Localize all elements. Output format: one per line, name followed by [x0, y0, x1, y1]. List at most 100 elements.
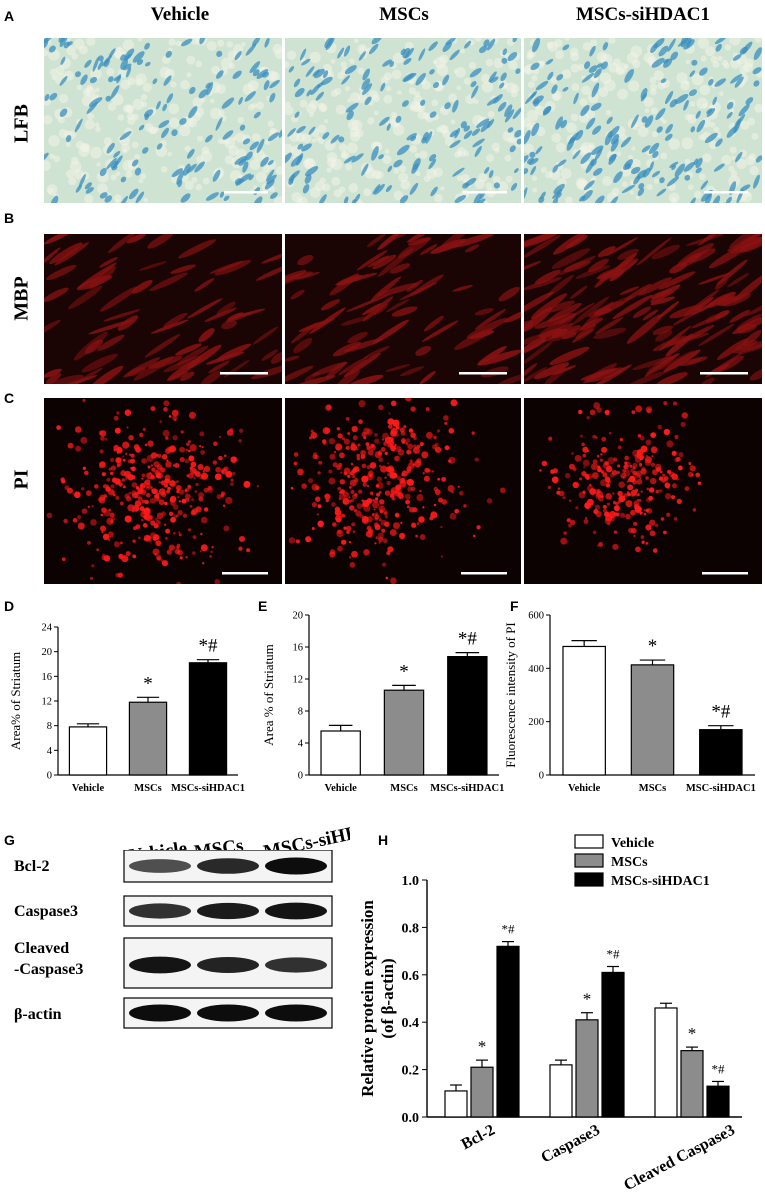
row-label-mbp: MBP: [10, 276, 33, 321]
chart-d-category-label: MSCs: [134, 783, 161, 794]
blot-band: [197, 957, 259, 973]
chart-d-bar: [188, 662, 228, 776]
chart-d-bar: [68, 726, 108, 776]
chart-d-bar: [128, 701, 168, 776]
chart-f-y-tick-label: 200: [528, 717, 544, 728]
chart-f-significance-label: *#: [711, 702, 731, 723]
chart-h-legend-swatch: [574, 834, 604, 849]
pi-image-mscs-sihdac1: [524, 398, 762, 584]
column-header-vehicle: Vehicle: [150, 4, 210, 25]
blot-band: [265, 957, 327, 973]
chart-h-y-tick-label: 0.6: [402, 969, 420, 984]
blot-band-label: β-actin: [14, 1006, 62, 1023]
chart-f-y-axis-label: Fluorescence intensity of PI: [505, 622, 518, 768]
chart-h-y-tick-label: 0.2: [402, 1064, 420, 1079]
chart-h-bar: [549, 1064, 573, 1118]
blot-band: [265, 902, 327, 920]
blot-band: [129, 1004, 191, 1022]
scale-bar: [704, 191, 748, 194]
chart-d: 0 4 8 12 16 20 24 Area% of Striatum Vehicle * MSCs…: [8, 623, 245, 795]
chart-d-significance-label: *: [143, 673, 153, 694]
lfb-image-vehicle: [44, 38, 282, 203]
blot-band: [129, 956, 191, 974]
chart-d-y-tick-label: 16: [42, 672, 53, 683]
chart-e-bar: [447, 655, 488, 776]
chart-h-bar: [470, 1066, 494, 1118]
chart-h-y-axis-label-line2: (of β-actin): [378, 958, 397, 1038]
chart-h-y-tick-label: 1.0: [402, 874, 420, 889]
chart-d-y-tick-label: 20: [42, 647, 53, 658]
column-header-mscs: MSCs: [379, 4, 429, 25]
blot-band-label: Bcl-2: [14, 858, 50, 875]
chart-h: 0.0 0.2 0.4 0.6 0.8 1.0 Relative protein expre…: [358, 834, 742, 1192]
chart-h-category-label: Caspase3: [538, 1122, 603, 1167]
scale-bar: [702, 572, 748, 575]
chart-h-significance-label: *#: [607, 947, 621, 962]
blot-band: [197, 858, 259, 874]
mbp-image-mscs-sihdac1: [524, 234, 762, 384]
chart-f-bar: [562, 645, 606, 776]
chart-d-y-tick-label: 24: [42, 623, 53, 634]
panel-label-d: D: [4, 598, 15, 614]
row-label-lfb: LFB: [10, 104, 33, 143]
chart-e-y-tick-label: 0: [298, 771, 303, 782]
chart-f-category-label: MSCs: [639, 783, 666, 794]
chart-f-y-tick-label: 0: [539, 771, 544, 782]
chart-h-legend-swatch: [574, 853, 604, 868]
chart-e-y-axis-label: Area % of Striatum: [261, 644, 276, 745]
chart-f-significance-label: *: [648, 636, 658, 657]
chart-h-bar: [706, 1085, 730, 1118]
blot-band: [265, 857, 327, 875]
chart-h-significance-label: *: [478, 1037, 487, 1056]
mbp-image-vehicle: [44, 234, 282, 384]
chart-d-category-label: Vehicle: [72, 783, 105, 794]
panel-label-g: G: [4, 832, 15, 848]
chart-h-significance-label: *: [583, 990, 592, 1009]
chart-d-y-tick-label: 4: [47, 746, 53, 757]
chart-h-significance-label: *#: [712, 1061, 726, 1076]
chart-h-category-label: Cleaved Caspase3: [621, 1122, 738, 1192]
chart-d-y-tick-label: 0: [47, 771, 52, 782]
chart-f-bar: [630, 664, 675, 776]
chart-h-legend-label: Vehicle: [611, 836, 654, 851]
scale-bar: [700, 372, 748, 375]
blot-band-label: Cleaved: [14, 940, 69, 957]
chart-f-category-label: Vehicle: [568, 783, 601, 794]
chart-h-y-tick-label: 0.8: [402, 921, 420, 936]
chart-e-category-label: MSCs-siHDAC1: [430, 783, 504, 794]
chart-h-y-tick-label: 0.4: [402, 1016, 420, 1031]
chart-e-category-label: Vehicle: [325, 783, 358, 794]
chart-e-y-tick-label: 8: [298, 707, 303, 718]
mbp-image-mscs: [285, 234, 521, 384]
western-blot-membranes: Bcl-2 Caspase3 Cleaved -Caspase3 β-actin: [14, 850, 333, 1029]
chart-f-category-label: MSC-siHDAC1: [686, 783, 756, 794]
chart-e-significance-label: *#: [458, 629, 478, 650]
chart-f-bar: [699, 729, 743, 776]
lfb-image-mscs-sihdac1: [524, 38, 762, 203]
chart-h-bar: [575, 1019, 599, 1118]
chart-h-legend-label: MSCs: [611, 855, 648, 870]
chart-f: 0 200 400 600 Fluorescence intensity of PI Ve…: [505, 611, 756, 795]
pi-background: [285, 398, 521, 584]
chart-f-y-tick-label: 400: [528, 664, 544, 675]
chart-h-bar: [496, 945, 520, 1118]
chart-d-category-label: MSCs-siHDAC1: [171, 783, 245, 794]
chart-h-y-tick-label: 0.0: [402, 1111, 420, 1126]
scale-bar: [224, 191, 268, 194]
column-header-mscs-sihdac1: MSCs-siHDAC1: [575, 4, 711, 25]
chart-e: 0 4 8 12 16 20 Area % of Striatum Vehicle * MSCs *…: [261, 611, 504, 795]
scale-bar: [459, 372, 507, 375]
blot-band-label: Caspase3: [14, 903, 78, 920]
mbp-background: [44, 234, 282, 384]
chart-e-y-tick-label: 4: [298, 739, 304, 750]
blot-band: [197, 1004, 259, 1022]
chart-e-bar: [383, 689, 425, 776]
chart-d-y-axis-label: Area% of Striatum: [8, 652, 23, 750]
panel-label-b: B: [4, 210, 15, 226]
blot-band: [197, 902, 259, 920]
chart-h-significance-label: *: [688, 1024, 697, 1043]
chart-e-y-tick-label: 20: [293, 611, 304, 622]
chart-e-y-tick-label: 16: [293, 643, 304, 654]
lfb-image-mscs: [285, 38, 521, 203]
chart-h-bar: [680, 1050, 704, 1118]
